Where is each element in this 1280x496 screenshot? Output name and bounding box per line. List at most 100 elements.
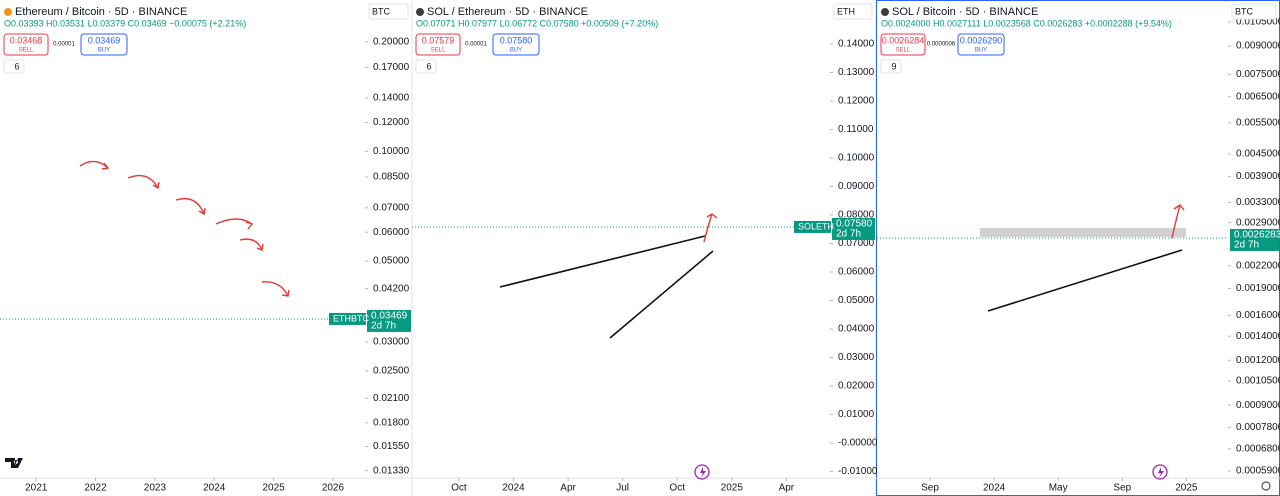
trendline	[987, 249, 1183, 312]
sell-label: SELL	[431, 48, 446, 54]
currency-menu[interactable]	[833, 3, 873, 20]
price-tag-countdown: 2d 7h	[836, 229, 861, 240]
price-tag-countdown: 2d 7h	[1234, 240, 1259, 251]
arrow	[79, 160, 110, 170]
y-tick-label: 0.05000	[838, 295, 875, 306]
y-tick-label: 0.02100	[373, 393, 410, 404]
y-tick-label: 0.01000	[838, 409, 875, 420]
y-tick-label: 0.04200	[373, 283, 410, 294]
y-tick-label: 0.10000	[373, 146, 410, 157]
alert-icon[interactable]	[694, 464, 710, 480]
indicators-toggle[interactable]	[415, 59, 437, 74]
y-tick-label: -0.00000	[838, 438, 878, 449]
y-tick-label: -0.01000	[838, 466, 878, 477]
arrow	[703, 213, 718, 243]
price-tag-value: 0.03469	[371, 311, 408, 322]
y-tick-label: 0.0010500	[1236, 376, 1280, 387]
sell-button[interactable]	[880, 33, 926, 56]
y-tick-label: 0.12000	[838, 96, 875, 107]
symbol-icon	[416, 8, 424, 16]
currency-menu[interactable]	[1231, 3, 1277, 20]
y-tick-label: 0.03000	[373, 337, 410, 348]
buy-button[interactable]	[492, 33, 540, 56]
annotations	[79, 160, 1186, 339]
buy-button[interactable]	[957, 33, 1005, 56]
y-tick-label: 0.0019000	[1236, 283, 1280, 294]
y-tick-label: 0.0090000	[1236, 41, 1280, 52]
y-tick-label: 0.0005900	[1236, 466, 1280, 477]
indicators-toggle[interactable]	[880, 59, 902, 74]
y-tick-label: 0.0075000	[1236, 69, 1280, 80]
symbol-tag	[329, 312, 366, 325]
spread: 0.00001	[53, 42, 75, 48]
y-tick-label: 0.01800	[373, 417, 410, 428]
y-tick-label: 0.0065000	[1236, 91, 1280, 102]
y-tick-label: 0.07000	[838, 238, 875, 249]
trendline	[499, 235, 706, 288]
buy-button[interactable]	[80, 33, 128, 56]
tv-logo	[5, 458, 23, 468]
y-tick-label: 0.10000	[838, 153, 875, 164]
ohlc: O0.07071 H0.07977 L0.06772 C0.07580 +0.0…	[416, 18, 658, 28]
x-tick-label: 2025	[721, 483, 744, 494]
alert-icon[interactable]	[700, 467, 706, 478]
y-tick-label: 0.0039000	[1236, 171, 1280, 182]
y-tick-label: 0.0055000	[1236, 117, 1280, 128]
settings-icon[interactable]	[1261, 481, 1271, 491]
symbol-title: Ethereum / Bitcoin · 5D · BINANCE	[15, 6, 187, 18]
y-tick-label: 0.08000	[838, 210, 875, 221]
currency: BTC	[372, 6, 391, 16]
y-tick-label: 0.06000	[838, 267, 875, 278]
y-tick-label: 0.11000	[838, 124, 874, 135]
y-tick-label: 0.01550	[373, 441, 410, 452]
trendline	[609, 250, 714, 339]
y-tick-label: 0.03000	[838, 352, 875, 363]
y-tick-label: 0.0029000	[1236, 217, 1280, 228]
alert-icon[interactable]	[1158, 467, 1164, 478]
sell-button[interactable]	[3, 33, 49, 56]
price-tag	[832, 217, 875, 240]
logo	[5, 458, 23, 468]
symbol-icon	[4, 8, 12, 16]
sell-price: 0.03468	[10, 35, 43, 45]
price-tag-value: 0.07580	[836, 219, 873, 230]
y-tick-label: 0.02000	[838, 381, 875, 392]
indicators-count: 6	[426, 61, 431, 71]
currency-menu[interactable]	[368, 3, 409, 20]
sell-label: SELL	[19, 48, 34, 54]
indicators-toggle[interactable]	[3, 59, 25, 74]
arrow	[215, 218, 254, 230]
price-tag	[1230, 228, 1279, 251]
y-tick-label: 0.13000	[838, 67, 875, 78]
buy-label: BUY	[975, 48, 987, 54]
y-tick-label: 0.0006800	[1236, 443, 1280, 454]
buy-price: 0.03469	[88, 35, 121, 45]
y-tick-label: 0.0016000	[1236, 310, 1280, 321]
y-tick-label: 0.06000	[373, 227, 410, 238]
y-tick-label: 0.12000	[373, 117, 410, 128]
y-tick-label: 0.09000	[838, 181, 875, 192]
arrow	[127, 174, 160, 190]
y-tick-label: 0.01330	[373, 465, 410, 476]
sell-price: 0.07579	[422, 35, 455, 45]
y-tick-label: 0.05000	[373, 256, 410, 267]
currency: ETH	[837, 6, 855, 16]
y-tick-label: 0.17000	[373, 62, 410, 73]
arrow	[1171, 204, 1185, 239]
x-tick-label: 2025	[262, 483, 285, 494]
price-tag	[367, 309, 411, 332]
sell-price: 0.0026284	[882, 35, 925, 45]
x-tick-label: Oct	[669, 483, 685, 494]
x-tick-label: Sep	[1113, 483, 1131, 494]
y-tick-label: 0.08500	[373, 172, 410, 183]
arrow	[261, 281, 290, 297]
sell-button[interactable]	[415, 33, 461, 56]
x-tick-label: Oct	[451, 483, 467, 494]
alert-icon[interactable]	[1152, 464, 1168, 480]
buy-price: 0.07580	[500, 35, 533, 45]
buy-label: BUY	[98, 48, 110, 54]
y-tick-label: 0.0045000	[1236, 149, 1280, 160]
y-tick-label: 0.0105000	[1236, 17, 1280, 28]
